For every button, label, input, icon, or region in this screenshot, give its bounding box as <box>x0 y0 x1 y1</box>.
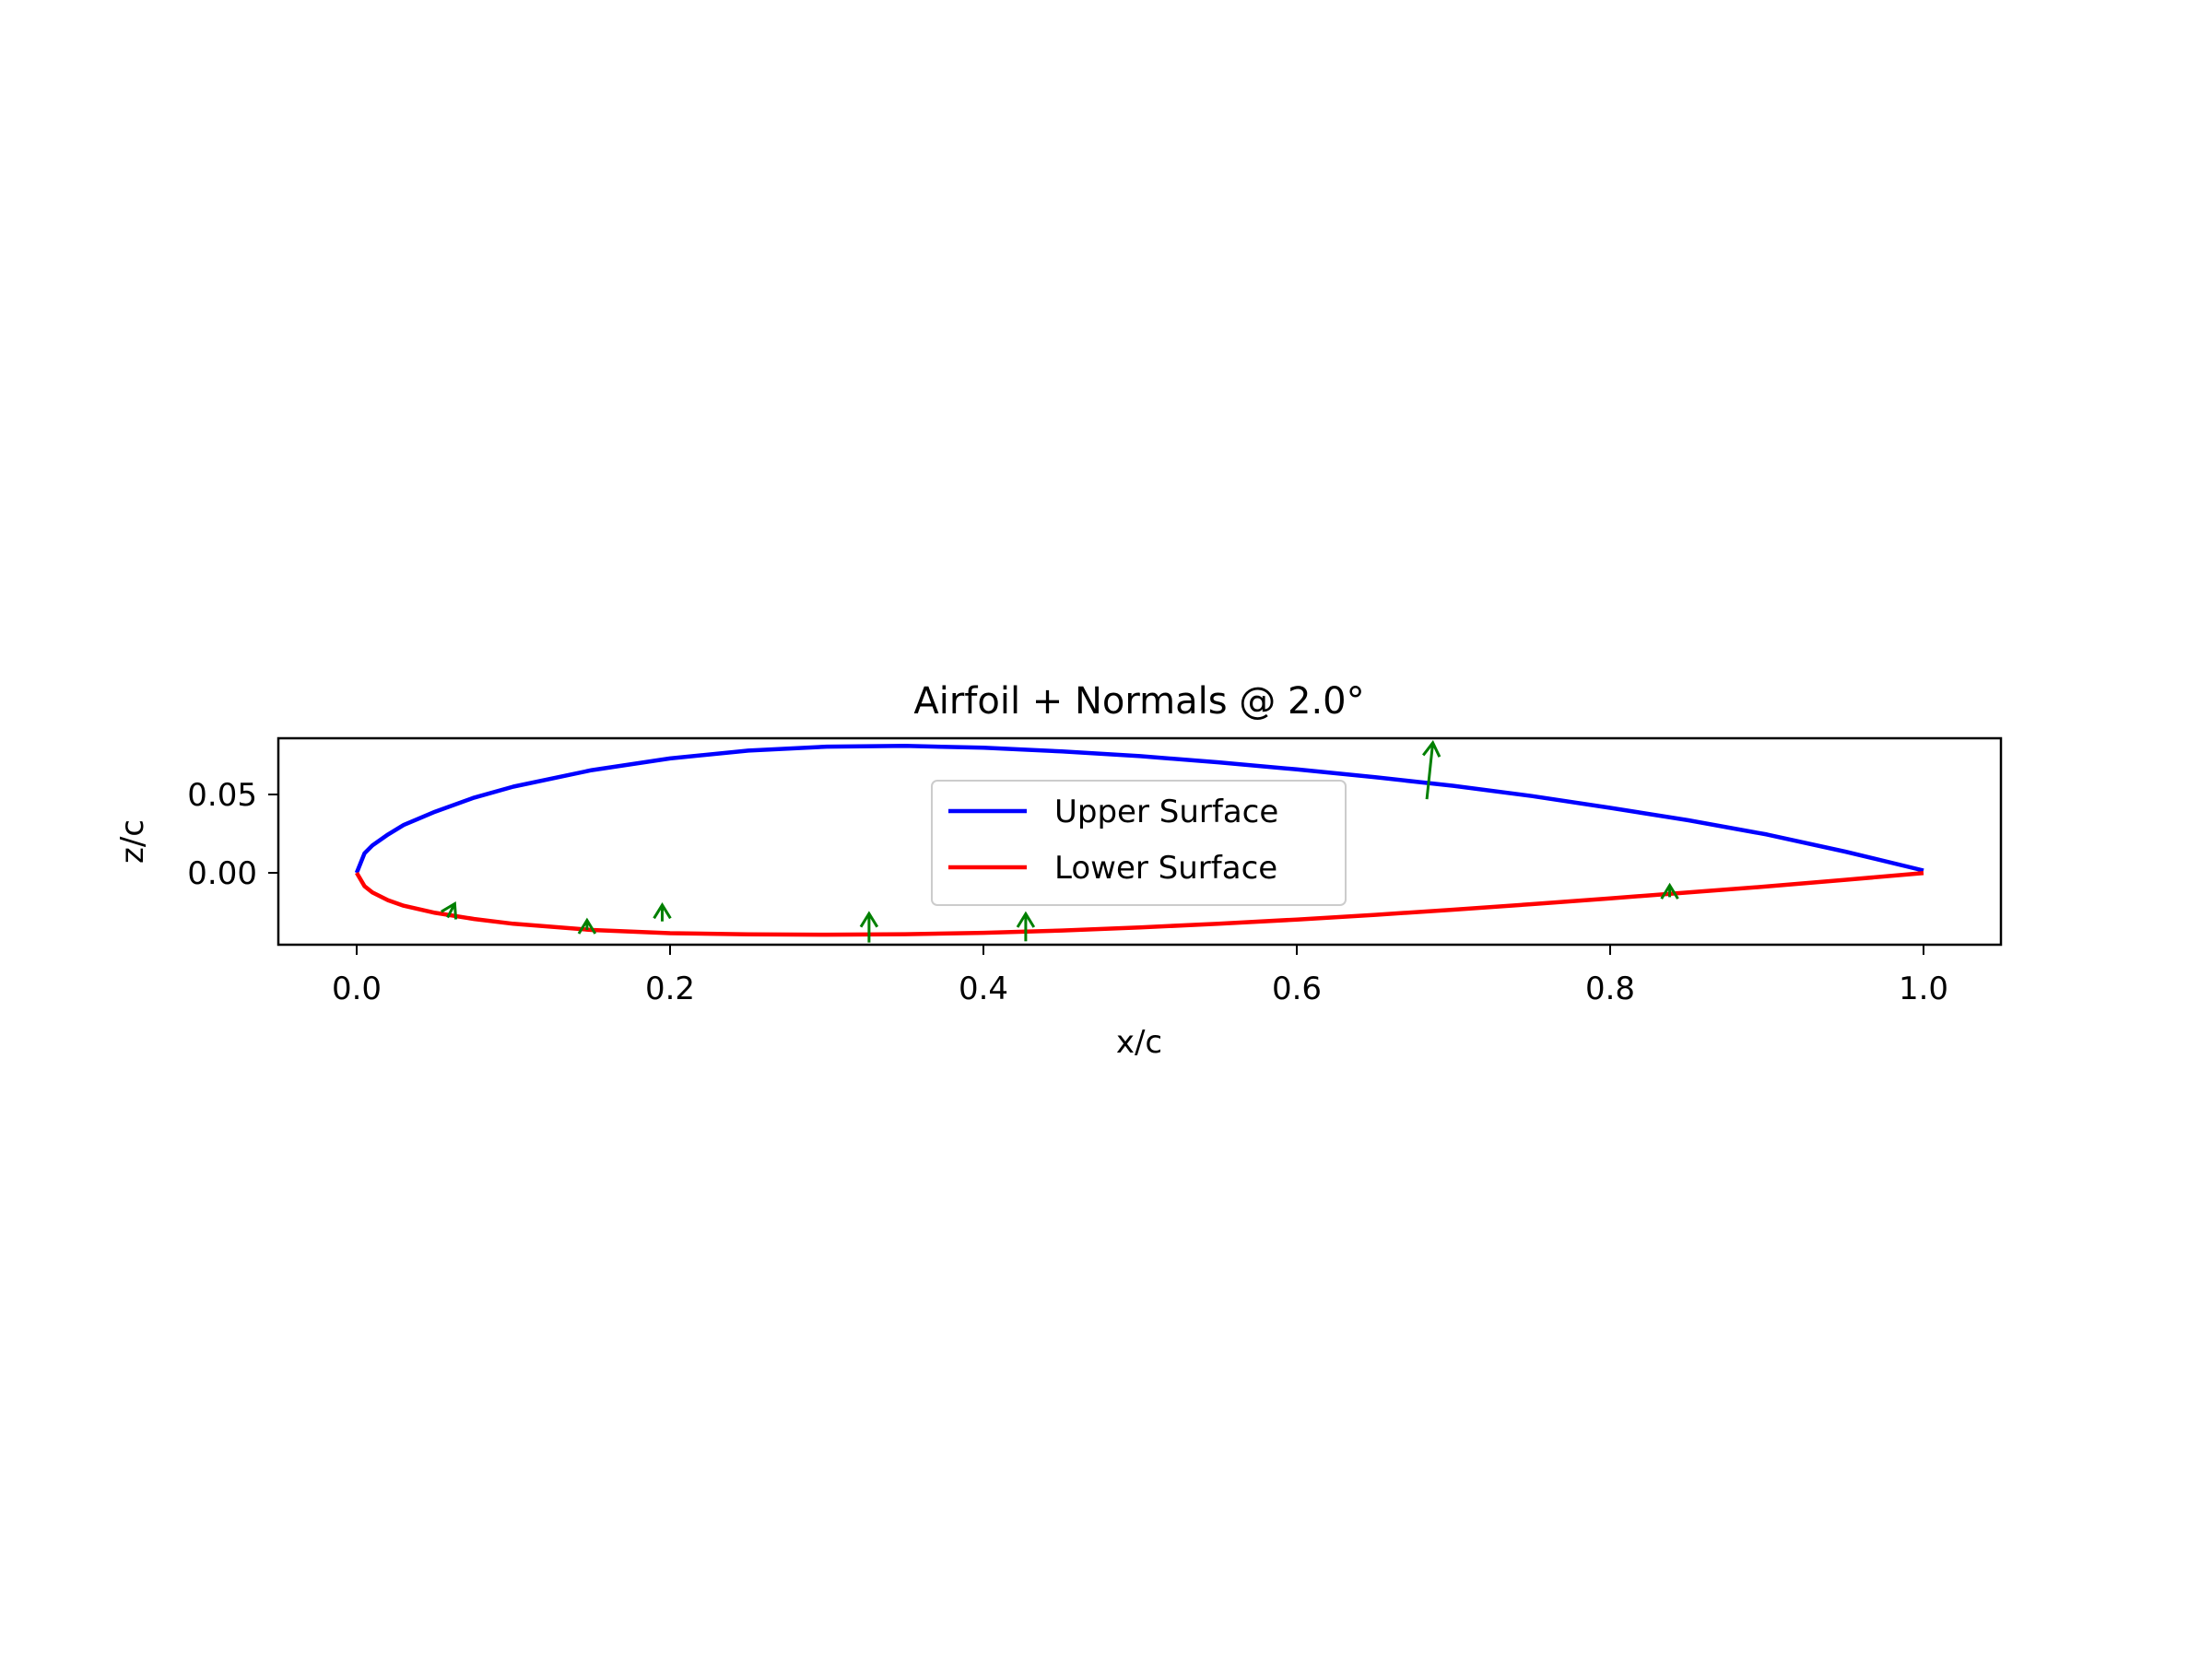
normal-vector-2 <box>577 917 597 935</box>
series-line-lower-surface <box>355 871 1924 937</box>
normal-vector-4 <box>859 911 879 943</box>
normal-vector-1 <box>441 900 458 920</box>
legend-label-upper: Upper Surface <box>1054 794 1278 830</box>
y-tick-label: 0.00 <box>187 855 257 892</box>
normal-vector-5 <box>1016 911 1036 942</box>
x-tick-label: 1.0 <box>1899 971 1948 1007</box>
normal-vector-3 <box>653 902 672 922</box>
plot-frame <box>276 736 2003 947</box>
x-tick-label: 0.8 <box>1585 971 1635 1007</box>
series-line-upper-surface <box>354 744 1924 874</box>
y-axis: 0.05 0.00 <box>187 777 278 892</box>
y-tick-label: 0.05 <box>187 777 257 814</box>
normal-vector-7 <box>1660 882 1679 900</box>
y-axis-label: z/c <box>114 819 151 864</box>
x-tick-label: 0.4 <box>959 971 1008 1007</box>
normal-vector-6 <box>1422 740 1441 800</box>
legend-box <box>931 780 1347 906</box>
x-tick-label: 0.6 <box>1272 971 1322 1007</box>
legend-label-lower: Lower Surface <box>1054 850 1277 887</box>
x-axis-label: x/c <box>1116 1024 1162 1061</box>
x-tick-label: 0.0 <box>332 971 382 1007</box>
x-tick-label: 0.2 <box>645 971 695 1007</box>
x-axis: 0.0 0.2 0.4 0.6 0.8 1.0 <box>332 945 1948 1007</box>
legend: Upper Surface Lower Surface <box>931 780 1347 906</box>
plot-area <box>354 740 1924 943</box>
chart-title: Airfoil + Normals @ 2.0° <box>913 680 1364 723</box>
